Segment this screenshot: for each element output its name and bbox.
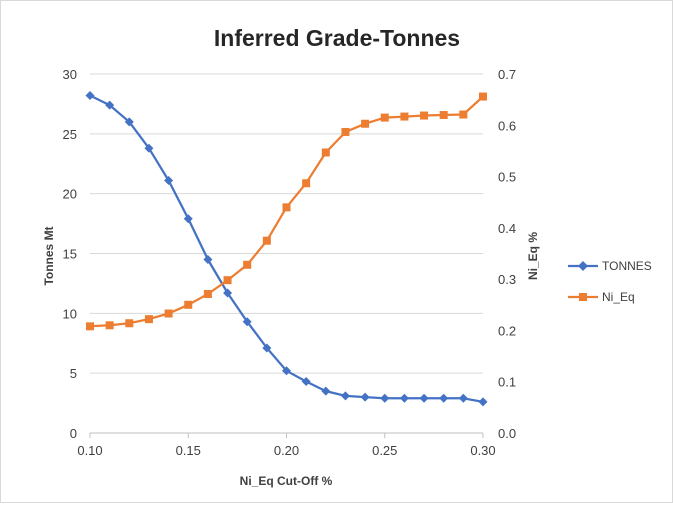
legend: TONNES Ni_Eq <box>568 259 652 304</box>
x-tick-label: 0.20 <box>274 443 299 458</box>
legend-marker-tonnes <box>578 261 588 271</box>
data-point-tonnes <box>380 393 390 403</box>
data-point-ni-eq <box>105 321 114 330</box>
data-point-ni-eq <box>262 236 271 245</box>
y-tick-label-right: 0.0 <box>498 426 516 441</box>
y-tick-label-left: 30 <box>63 67 77 82</box>
data-point-tonnes <box>262 343 272 353</box>
data-point-ni-eq <box>302 179 311 188</box>
y-axis-label-right: Ni_Eq % <box>526 232 540 280</box>
data-point-tonnes <box>340 391 350 401</box>
data-point-tonnes <box>419 393 429 403</box>
y-tick-label-right: 0.1 <box>498 375 516 390</box>
data-point-ni-eq <box>361 119 370 128</box>
data-point-ni-eq <box>203 290 212 299</box>
y-tick-label-left: 0 <box>70 426 77 441</box>
data-point-ni-eq <box>144 315 153 324</box>
y-tick-label-left: 10 <box>63 306 77 321</box>
data-point-tonnes <box>85 91 95 101</box>
data-point-ni-eq <box>321 148 330 157</box>
data-point-tonnes <box>223 288 233 298</box>
y-tick-label-left: 15 <box>63 247 77 262</box>
legend-label-tonnes: TONNES <box>602 259 652 273</box>
y-axis-right: 0.0 0.1 0.2 0.3 0.4 0.5 0.6 0.7 <box>498 67 516 441</box>
data-point-ni-eq <box>282 203 291 212</box>
y-tick-label-right: 0.3 <box>498 272 516 287</box>
legend-marker-ni-eq <box>579 293 587 301</box>
data-point-tonnes <box>282 366 291 376</box>
data-point-ni-eq <box>243 260 252 269</box>
y-tick-label-right: 0.6 <box>498 118 516 133</box>
y-axis-label-left: Tonnes Mt <box>42 226 56 285</box>
y-tick-label-left: 5 <box>70 366 77 381</box>
data-point-ni-eq <box>400 112 409 121</box>
data-point-tonnes <box>183 214 193 224</box>
data-point-ni-eq <box>479 92 487 101</box>
gridlines <box>90 73 483 434</box>
data-point-ni-eq <box>223 276 232 285</box>
data-point-ni-eq <box>125 319 134 328</box>
data-point-tonnes <box>203 254 213 264</box>
y-tick-label-left: 20 <box>63 187 77 202</box>
y-tick-label-right: 0.7 <box>498 67 516 82</box>
data-point-tonnes <box>144 143 154 153</box>
data-point-tonnes <box>124 117 134 127</box>
y-tick-label-right: 0.2 <box>498 323 516 338</box>
data-point-ni-eq <box>420 111 429 120</box>
data-point-tonnes <box>105 100 115 110</box>
data-point-ni-eq <box>380 113 389 122</box>
data-point-tonnes <box>164 176 174 186</box>
series-line-ni-eq <box>89 95 484 328</box>
legend-item-tonnes: TONNES <box>568 259 652 273</box>
data-point-ni-eq <box>341 127 350 136</box>
data-point-ni-eq <box>164 309 173 318</box>
data-point-tonnes <box>439 393 449 403</box>
x-axis-label: Ni_Eq Cut-Off % <box>240 474 333 488</box>
y-tick-label-right: 0.5 <box>498 170 516 185</box>
series-line-tonnes <box>89 94 484 404</box>
y-tick-label-left: 25 <box>63 127 77 142</box>
data-point-tonnes <box>478 397 488 407</box>
y-tick-label-right: 0.4 <box>498 221 516 236</box>
x-tick-label: 0.25 <box>372 443 397 458</box>
x-tick-label: 0.10 <box>77 443 102 458</box>
data-point-tonnes <box>242 317 252 327</box>
legend-item-ni-eq: Ni_Eq <box>568 290 635 304</box>
x-axis: 0.10 0.15 0.20 0.25 0.30 <box>77 432 496 458</box>
data-point-ni-eq <box>86 322 94 331</box>
data-point-tonnes <box>399 393 409 403</box>
x-tick-label: 0.30 <box>470 443 495 458</box>
data-point-tonnes <box>321 386 331 396</box>
series-layer <box>85 91 488 407</box>
chart-title: Inferred Grade-Tonnes <box>214 25 460 51</box>
data-point-tonnes <box>360 392 370 402</box>
data-point-ni-eq <box>459 110 468 119</box>
x-tick-label: 0.15 <box>176 443 201 458</box>
legend-label-ni-eq: Ni_Eq <box>602 290 635 304</box>
data-point-ni-eq <box>184 300 193 309</box>
data-point-tonnes <box>458 393 468 403</box>
y-axis-left: 0 5 10 15 20 25 30 <box>63 67 77 441</box>
data-point-tonnes <box>301 377 311 387</box>
data-point-ni-eq <box>439 111 448 120</box>
